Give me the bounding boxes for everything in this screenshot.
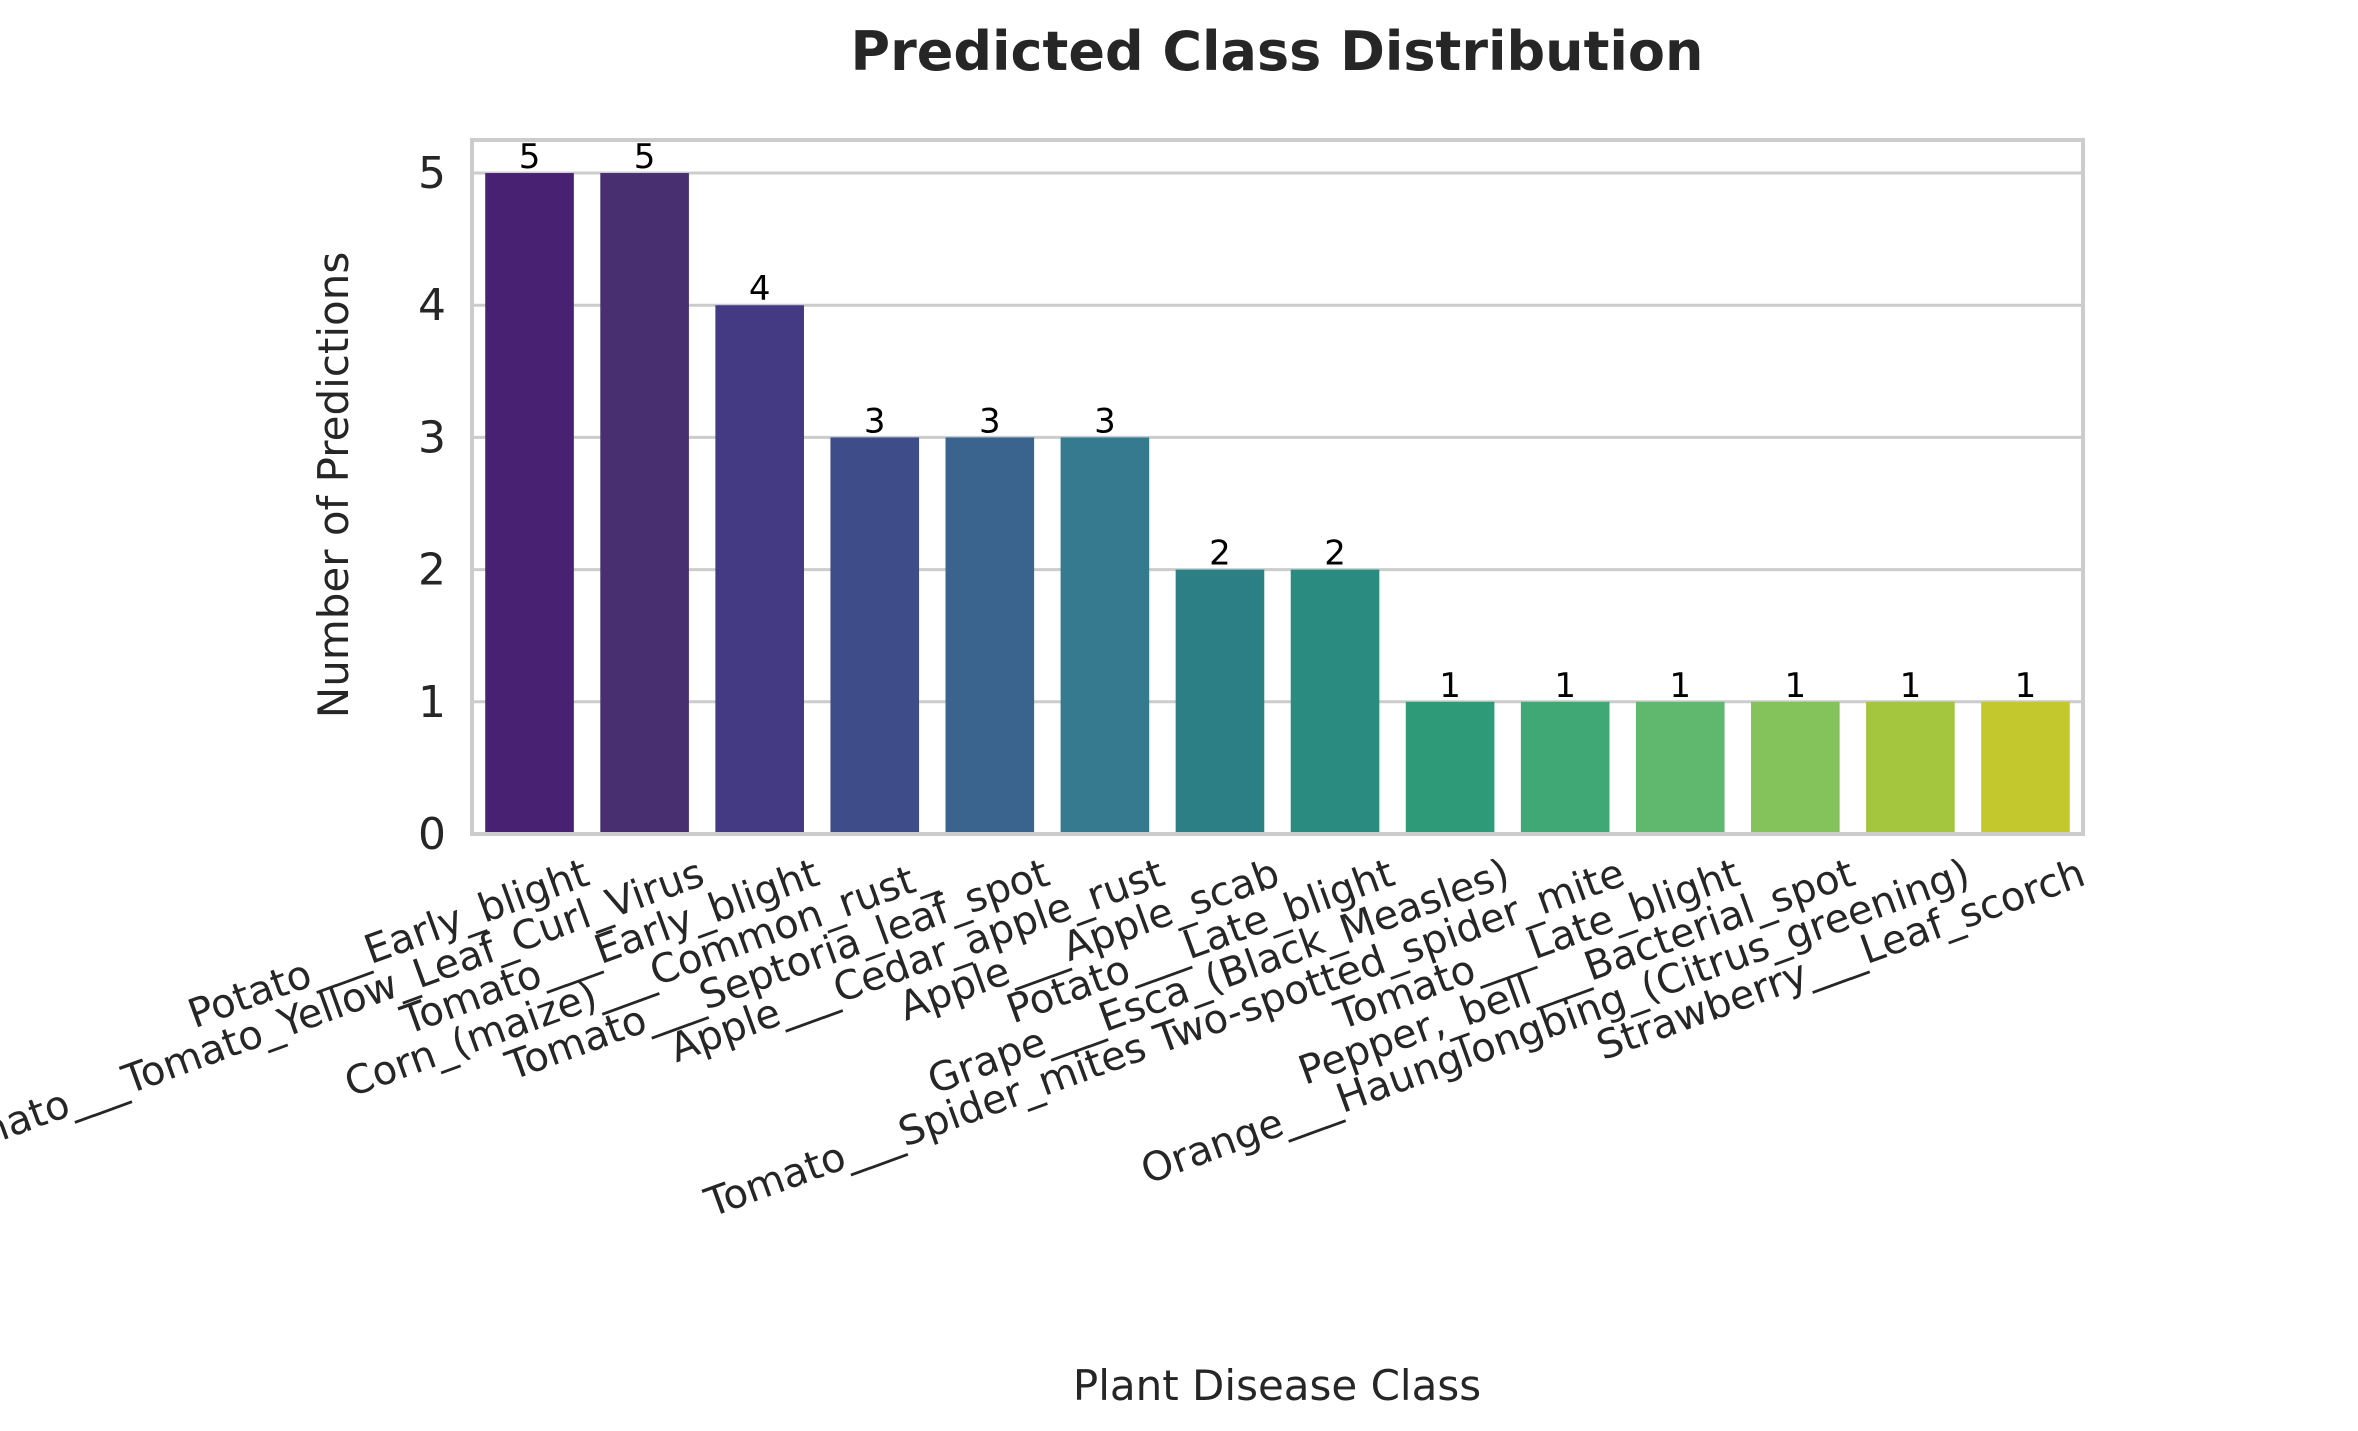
plot-area-frame [470, 138, 2085, 836]
y-tick-label: 5 [418, 148, 446, 199]
bars [485, 173, 2070, 835]
bar [600, 173, 689, 835]
y-axis-label: Number of Predictions [309, 252, 358, 718]
bar-value-label: 1 [1554, 666, 1576, 706]
x-axis-ticks: Potato___Early_blightTomato___Tomato_Yel… [0, 850, 2091, 1227]
x-axis-label: Plant Disease Class [1073, 1361, 1481, 1410]
gridlines [472, 171, 2083, 836]
bar [830, 437, 920, 834]
bar [1520, 701, 1610, 834]
bar [1175, 569, 1265, 834]
bar [945, 437, 1035, 834]
bar-value-label: 3 [979, 401, 1001, 441]
y-tick-label: 1 [418, 677, 446, 728]
bar [485, 173, 574, 835]
bar [1290, 569, 1380, 834]
bar [1981, 701, 2070, 834]
bar-value-label: 2 [1209, 534, 1231, 574]
y-axis-ticks: 0 1 2 3 4 5 [418, 148, 446, 860]
y-tick-label: 4 [418, 280, 446, 331]
bar-value-label: 1 [1669, 666, 1691, 706]
bar-value-label: 3 [1094, 401, 1116, 441]
bar-value-label: 4 [749, 269, 771, 309]
bar-value-label: 5 [519, 137, 541, 177]
y-tick-label: 3 [418, 412, 446, 463]
bar-value-label: 3 [864, 401, 886, 441]
bar-value-label: 2 [1324, 534, 1346, 574]
bar [1751, 701, 1840, 834]
bar-value-label: 1 [1439, 666, 1461, 706]
y-tick-label: 2 [418, 545, 446, 596]
bar-value-label: 1 [1900, 666, 1922, 706]
y-tick-label: 0 [418, 809, 446, 860]
bar [1635, 701, 1725, 834]
bar-value-label: 1 [2015, 666, 2037, 706]
chart-title: Predicted Class Distribution [851, 20, 1704, 83]
bar [1866, 701, 1955, 834]
bar-value-label: 5 [634, 137, 656, 177]
bar-value-label: 1 [1785, 666, 1807, 706]
bar [1060, 437, 1150, 834]
bar [1405, 701, 1495, 834]
bar [715, 305, 804, 834]
data-labels: 5 5 4 3 3 3 2 2 1 1 1 1 1 1 [519, 137, 2037, 706]
